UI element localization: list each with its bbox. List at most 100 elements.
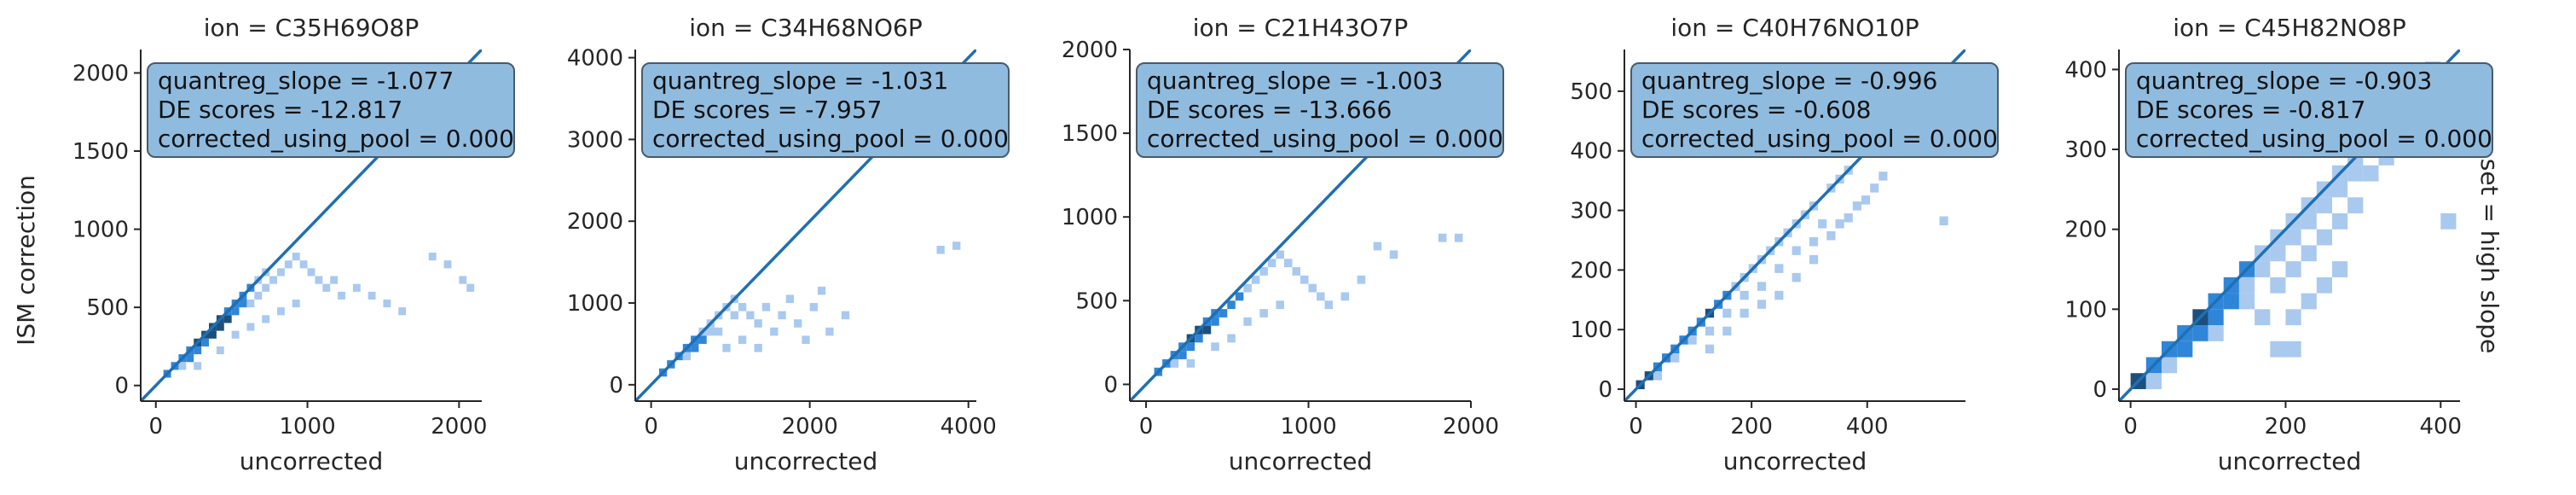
y-tick-label: 500 bbox=[1075, 288, 1118, 314]
heatmap-cell bbox=[194, 346, 202, 355]
heatmap-cell bbox=[352, 283, 361, 292]
heatmap-cell bbox=[2223, 293, 2239, 310]
heatmap-cell bbox=[254, 291, 263, 300]
heatmap-cell bbox=[292, 299, 300, 308]
heatmap-cell bbox=[2270, 277, 2286, 294]
heatmap-cell bbox=[178, 362, 187, 370]
x-tick-label: 2000 bbox=[782, 414, 838, 440]
y-tick-label: 300 bbox=[2064, 137, 2107, 163]
heatmap-cell bbox=[1722, 326, 1732, 336]
heatmap-cell bbox=[209, 330, 217, 339]
heatmap-cell bbox=[1357, 275, 1366, 284]
heatmap-cell bbox=[277, 307, 285, 316]
panel-title: ion = C21H43O7P bbox=[1193, 14, 1409, 42]
heatmap-cell bbox=[1276, 250, 1284, 259]
heatmap-cell bbox=[1373, 242, 1382, 251]
y-tick-label: 2000 bbox=[567, 209, 623, 235]
heatmap-cells bbox=[1154, 233, 1463, 376]
heatmap-cell bbox=[322, 283, 331, 292]
annotation-line: DE scores = -7.957 bbox=[652, 96, 883, 124]
heatmap-cell bbox=[1722, 308, 1732, 318]
heatmap-cell bbox=[1211, 342, 1219, 352]
x-axis-label: uncorrected bbox=[734, 447, 878, 475]
heatmap-cell bbox=[201, 338, 209, 346]
heatmap-cell bbox=[2238, 293, 2255, 310]
heatmap-cell bbox=[2285, 229, 2301, 246]
y-tick-label: 0 bbox=[609, 373, 623, 399]
heatmap-cell bbox=[398, 307, 407, 316]
heatmap-cell bbox=[1211, 317, 1219, 326]
x-tick-label: 400 bbox=[1846, 414, 1889, 440]
y-tick-label: 1000 bbox=[567, 291, 623, 317]
heatmap-cell bbox=[2285, 309, 2301, 326]
heatmap-cell bbox=[466, 283, 475, 292]
heatmap-cell bbox=[1809, 236, 1819, 247]
heatmap-cell bbox=[761, 303, 771, 312]
y-tick-label: 2000 bbox=[1062, 38, 1118, 63]
y-tick-label: 200 bbox=[2064, 218, 2107, 243]
heatmap-cell bbox=[2316, 277, 2332, 294]
heatmap-cell bbox=[1324, 300, 1334, 310]
heatmap-cell bbox=[682, 352, 692, 361]
heatmap-cell bbox=[269, 276, 277, 284]
x-tick-label: 400 bbox=[2419, 414, 2462, 440]
heatmap-cell bbox=[216, 323, 224, 331]
heatmap-cell bbox=[802, 335, 810, 344]
x-tick-label: 0 bbox=[1139, 414, 1154, 440]
y-tick-label: 300 bbox=[1570, 199, 1612, 224]
heatmap-cell bbox=[2177, 341, 2193, 358]
heatmap-cell bbox=[1243, 317, 1252, 326]
heatmap-cell bbox=[1243, 283, 1252, 293]
heatmap-cell bbox=[1186, 342, 1195, 352]
heatmap-cell bbox=[239, 299, 247, 308]
heatmap-cell bbox=[1792, 272, 1801, 282]
panel-4: 0 100 200 300 400 500 0 200 400 uncorrected ion = … bbox=[1570, 14, 1999, 475]
heatmap-cell bbox=[770, 327, 779, 336]
y-tick-label: 400 bbox=[2064, 57, 2107, 83]
heatmap-cell bbox=[1939, 216, 1948, 225]
heatmap-cell bbox=[2270, 341, 2286, 358]
heatmap-cell bbox=[383, 299, 391, 308]
heatmap-cell bbox=[2316, 229, 2332, 246]
y-tick-label: 1000 bbox=[72, 218, 129, 243]
heatmap-cell bbox=[1308, 283, 1317, 293]
heatmap-cell bbox=[952, 242, 961, 250]
y-tick-label: 4000 bbox=[567, 46, 623, 72]
panel-2: 0 1000 2000 3000 4000 0 2000 4000 uncorrected ion… bbox=[567, 14, 1010, 475]
y-tick-label: 1000 bbox=[1062, 205, 1118, 230]
heatmap-cell bbox=[2145, 373, 2162, 389]
heatmap-cell bbox=[1653, 371, 1663, 381]
heatmap-cell bbox=[2208, 325, 2224, 341]
heatmap-cell bbox=[2301, 213, 2317, 230]
heatmap-cell bbox=[715, 327, 723, 336]
heatmap-cell bbox=[2192, 325, 2208, 341]
heatmap-cell bbox=[738, 335, 747, 344]
annotation-line: quantreg_slope = -1.003 bbox=[1147, 67, 1443, 95]
heatmap-cell bbox=[1389, 250, 1398, 259]
heatmap-cell bbox=[1878, 172, 1888, 181]
annotation-line: corrected_using_pool = 0.000 bbox=[2136, 125, 2492, 153]
heatmap-cell bbox=[1757, 282, 1767, 291]
heatmap-cell bbox=[817, 286, 826, 295]
heatmap-cell bbox=[2332, 261, 2348, 277]
heatmap-cell bbox=[459, 276, 467, 284]
heatmap-cell bbox=[1774, 264, 1784, 273]
heatmap-cell bbox=[262, 315, 270, 323]
y-tick-label: 1500 bbox=[72, 139, 129, 165]
heatmap-cell bbox=[231, 330, 240, 339]
heatmap-cell bbox=[2270, 245, 2286, 262]
y-tick-label: 100 bbox=[1570, 317, 1612, 343]
heatmap-cell bbox=[1740, 290, 1749, 300]
y-tick-label: 2000 bbox=[72, 61, 129, 86]
heatmap-cell bbox=[368, 291, 376, 300]
heatmap-cell bbox=[2285, 261, 2301, 277]
heatmap-cell bbox=[1740, 308, 1749, 318]
annotation-line: DE scores = -13.666 bbox=[1147, 96, 1392, 124]
heatmap-cell bbox=[1195, 334, 1203, 343]
heatmap-cell bbox=[794, 319, 802, 328]
y-axis-label: ISM correction bbox=[12, 175, 40, 346]
x-tick-label: 2000 bbox=[1443, 414, 1499, 440]
heatmap-cell bbox=[1705, 326, 1715, 336]
y-tick-label: 100 bbox=[2064, 297, 2107, 323]
